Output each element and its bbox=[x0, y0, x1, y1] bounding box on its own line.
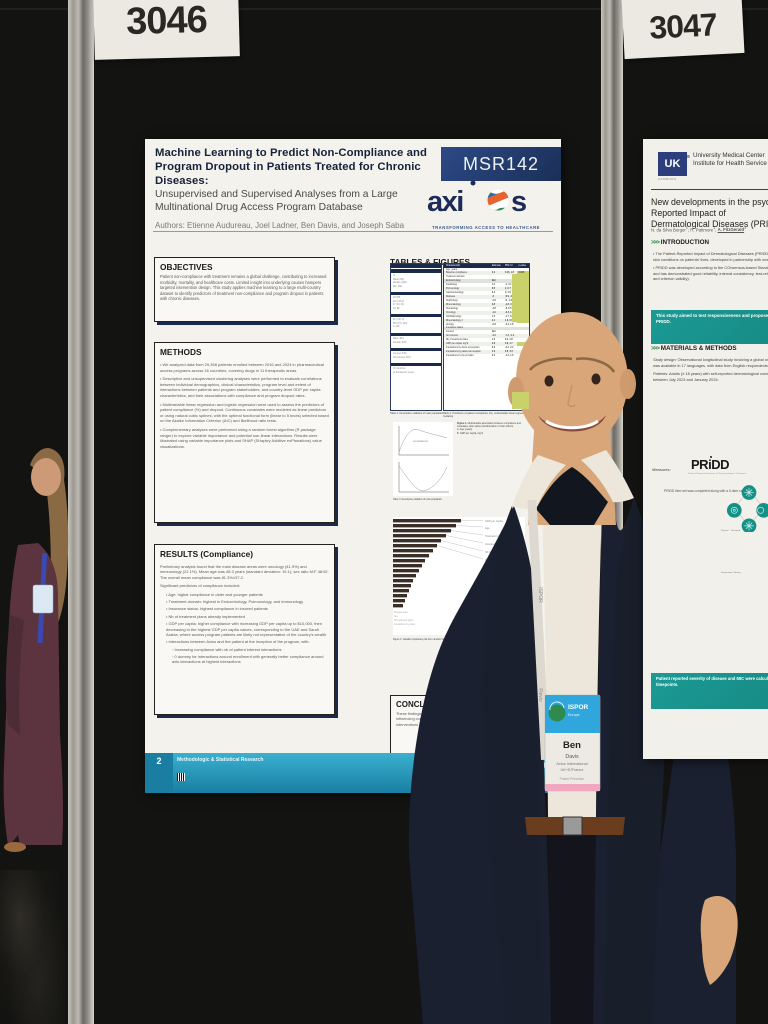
svg-text:ISPOR: ISPOR bbox=[537, 587, 543, 603]
svg-text:Poster Presenter: Poster Presenter bbox=[560, 777, 586, 781]
svg-text:Axios International: Axios International bbox=[556, 762, 587, 766]
svg-text:Ben: Ben bbox=[563, 740, 581, 751]
svg-text:axi: axi bbox=[427, 186, 463, 218]
svg-text:s: s bbox=[511, 186, 526, 218]
svg-text:Davis: Davis bbox=[565, 754, 579, 760]
svg-text:ISPOR: ISPOR bbox=[568, 704, 589, 711]
svg-text:Europe: Europe bbox=[568, 713, 580, 717]
svg-text:Flevio: Flevio bbox=[537, 688, 543, 702]
svg-text:UK+E/France: UK+E/France bbox=[561, 768, 584, 772]
